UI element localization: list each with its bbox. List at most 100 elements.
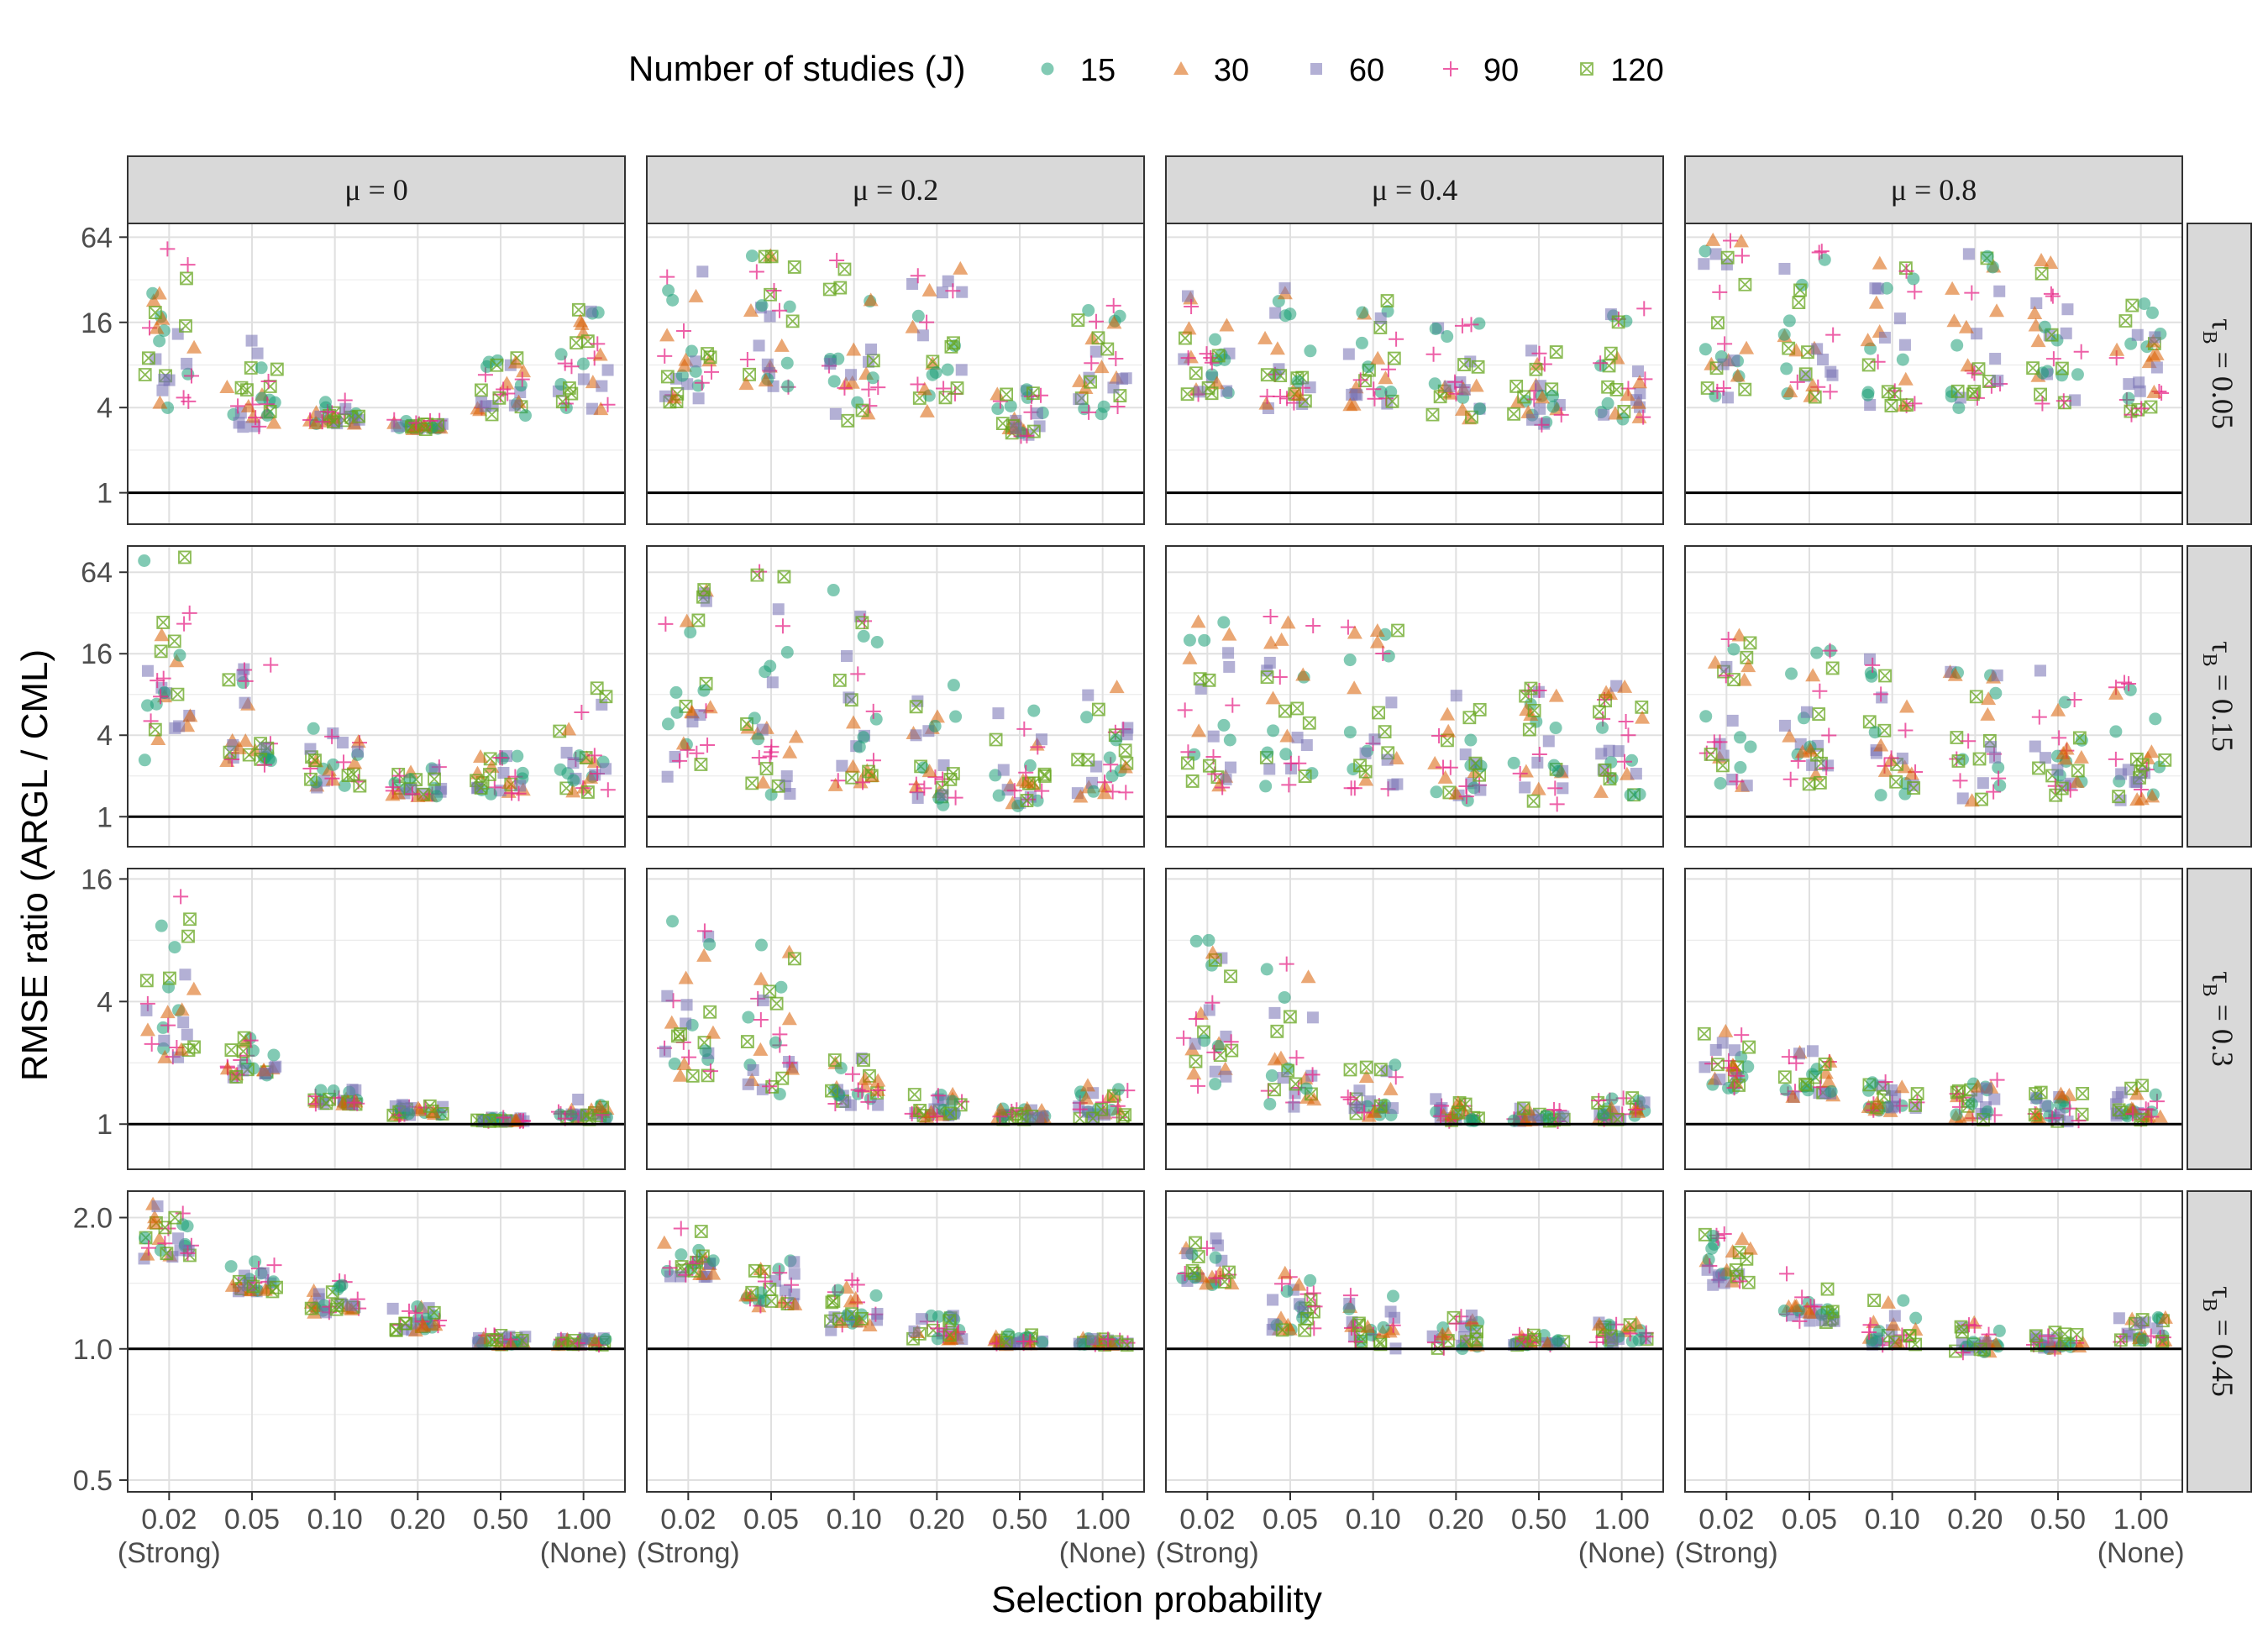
point-j30 (1265, 690, 1281, 705)
point-j60 (600, 763, 612, 775)
point-j60 (585, 402, 598, 415)
point-j15 (1097, 400, 1110, 413)
point-j120 (2113, 1333, 2128, 1347)
point-j60 (1519, 781, 1531, 794)
point-j90 (176, 390, 192, 406)
point-j30 (501, 774, 517, 789)
row-strip-bg (2187, 223, 2252, 525)
point-j120 (1353, 759, 1367, 773)
point-j30 (1097, 785, 1113, 800)
point-j15 (1473, 402, 1487, 416)
point-j60 (764, 310, 776, 323)
point-j30 (473, 748, 489, 763)
point-j30 (1450, 1095, 1466, 1109)
point-j15 (1004, 399, 1017, 412)
point-j15 (1202, 933, 1215, 947)
point-j30 (1181, 321, 1197, 335)
point-j90 (1812, 683, 1828, 699)
point-j30 (1094, 360, 1110, 374)
point-j30 (1263, 635, 1279, 649)
point-j120 (2026, 361, 2040, 375)
panel-r0-c0 (127, 223, 626, 525)
point-j30 (2050, 702, 2066, 717)
point-j60 (871, 1308, 884, 1320)
point-j15 (1601, 396, 1614, 410)
point-j120 (697, 583, 711, 596)
point-j120 (671, 1029, 685, 1043)
point-j30 (1079, 1078, 1095, 1092)
point-j120 (246, 1279, 260, 1294)
point-j15 (1861, 388, 1875, 402)
point-j15 (2136, 1334, 2150, 1347)
point-j60 (937, 286, 949, 299)
point-j120 (691, 613, 706, 627)
point-j90 (1588, 1335, 1604, 1350)
row-strip-label: τB = 0.15 (2198, 641, 2239, 752)
point-j120 (787, 260, 801, 274)
point-j15 (1279, 748, 1293, 761)
point-j15 (2149, 712, 2162, 726)
point-j120 (308, 753, 322, 768)
point-j90 (1097, 774, 1113, 790)
panel-background (128, 869, 625, 1169)
point-j90 (600, 396, 616, 412)
point-j120 (222, 673, 236, 687)
point-j90 (748, 264, 764, 280)
point-j15 (1464, 733, 1478, 747)
point-j15 (1605, 1092, 1619, 1105)
point-j60 (788, 1268, 801, 1280)
point-j60 (1343, 1297, 1356, 1310)
point-j60 (780, 770, 793, 783)
column-strip: μ = 0.2 (646, 155, 1145, 224)
point-j30 (154, 627, 170, 642)
point-j30 (921, 282, 937, 297)
point-j30 (1898, 371, 1914, 386)
point-j90 (248, 410, 264, 426)
point-j30 (696, 948, 712, 962)
point-j60 (1263, 763, 1276, 775)
point-j120 (148, 722, 162, 737)
point-j90 (662, 1260, 678, 1276)
point-j120 (1352, 1316, 1366, 1331)
point-j15 (264, 754, 277, 768)
point-j15 (1546, 389, 1560, 402)
point-j30 (675, 736, 691, 750)
point-j120 (1283, 1010, 1297, 1024)
legend-key-boxed-x (1580, 62, 1593, 76)
point-j30 (684, 704, 700, 718)
point-j15 (780, 356, 794, 370)
x-tick-label: 0.20 (1428, 1504, 1483, 1536)
point-j60 (479, 400, 491, 412)
point-j90 (673, 1221, 689, 1236)
point-j60 (1824, 365, 1837, 378)
point-j30 (2146, 384, 2162, 398)
point-j120 (1359, 1060, 1373, 1074)
point-j60 (1538, 417, 1551, 430)
point-j30 (2069, 774, 2085, 788)
point-j120 (750, 568, 764, 582)
point-j90 (1340, 1089, 1356, 1105)
point-j90 (1706, 734, 1722, 750)
point-j120 (1950, 384, 1965, 398)
point-j60 (1630, 394, 1642, 407)
point-j60 (1885, 1084, 1898, 1096)
point-j15 (1542, 1111, 1556, 1125)
point-j60 (1806, 1045, 1819, 1058)
point-j120 (1907, 781, 1921, 795)
point-j90 (1877, 1074, 1893, 1089)
point-j30 (1891, 1336, 1907, 1350)
point-j15 (666, 293, 680, 307)
point-j30 (1073, 789, 1089, 803)
point-j60 (1384, 1305, 1397, 1318)
point-j30 (1347, 680, 1362, 695)
panel-r0-c1 (646, 223, 1145, 525)
point-j60 (937, 1095, 950, 1107)
point-j90 (757, 1273, 773, 1289)
point-j60 (2060, 327, 2072, 339)
point-j30 (1520, 1102, 1536, 1116)
point-j15 (1806, 1068, 1819, 1081)
point-j90 (1865, 657, 1881, 673)
point-j60 (1989, 353, 2002, 365)
point-j120 (1270, 1024, 1284, 1038)
point-j120 (862, 764, 875, 779)
